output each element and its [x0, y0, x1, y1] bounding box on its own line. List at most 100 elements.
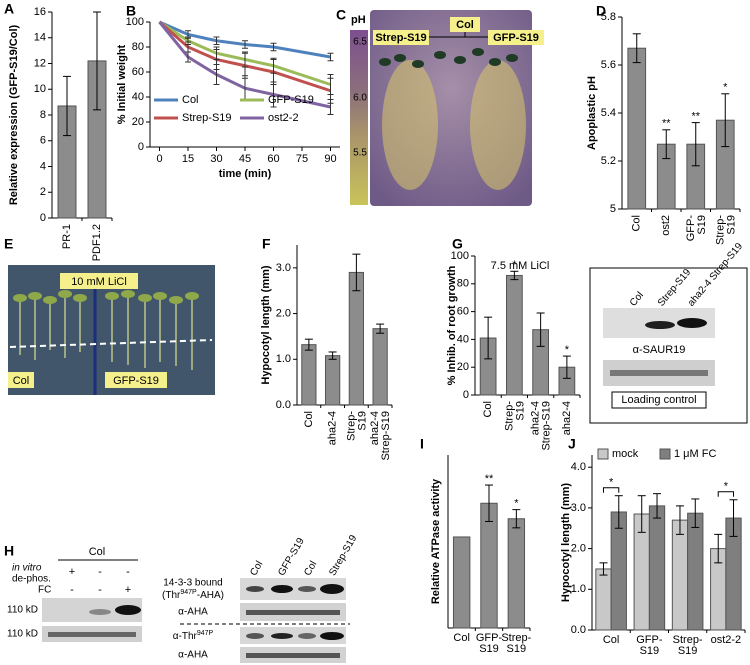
blot	[240, 627, 346, 644]
band-label: 14-3-3 bound	[163, 578, 223, 589]
significance: *	[514, 498, 519, 510]
label-line: aha2-4	[369, 411, 381, 445]
blot-band	[320, 632, 344, 640]
dashed-line	[9, 339, 213, 348]
significance: **	[662, 118, 671, 130]
label-line: GFP-	[685, 215, 697, 242]
inset-frame	[589, 267, 748, 424]
ph-zone	[382, 60, 438, 190]
y-tick-label: 40	[457, 333, 469, 345]
x-tick-label: GFP-S19	[636, 634, 663, 657]
sign: -	[98, 584, 102, 596]
label-box	[105, 372, 167, 388]
x-tick-label: Col	[603, 634, 620, 646]
y-tick-label: 5	[610, 203, 616, 215]
blot-band	[246, 653, 340, 658]
panel-letter: H	[4, 543, 14, 559]
y-tick-label: 1.0	[571, 583, 586, 595]
seedlings	[379, 48, 518, 68]
legend-label: ost2-2	[268, 112, 299, 124]
bar	[648, 505, 666, 631]
blot-band	[246, 633, 264, 639]
superscript: 947P	[180, 589, 197, 596]
blot-band	[48, 632, 136, 637]
label-line: Strep-S19	[541, 401, 553, 454]
sign: +	[69, 566, 75, 578]
significance: **	[691, 111, 700, 123]
legend-label: mock	[612, 448, 639, 460]
x-tick-label: Col	[631, 215, 643, 232]
significance-bracket	[717, 491, 735, 497]
y-axis-label: % Initial weight	[116, 44, 128, 124]
y-tick-label: 20	[457, 361, 469, 373]
bar	[372, 328, 388, 406]
panel-letter: F	[262, 236, 271, 252]
label-line: GFP-	[636, 634, 663, 646]
blot-band	[115, 605, 141, 615]
row-label: in vitro	[12, 563, 42, 574]
y-tick-label: 60	[457, 306, 469, 318]
sign: -	[98, 566, 102, 578]
row-label: de-phos.	[12, 574, 51, 585]
x-tick-label: Strep-S19	[503, 401, 526, 431]
x-tick-label: 90	[324, 153, 336, 165]
legend-swatch	[659, 448, 671, 460]
y-tick-label: 0.0	[571, 624, 586, 636]
label-line: S19	[479, 643, 499, 655]
y-tick-label: 2.0	[276, 307, 291, 319]
label-part: α-Thr	[173, 631, 198, 642]
y-tick-label: 4.0	[571, 461, 586, 473]
y-axis-label: % Inhib. of root growth	[446, 265, 458, 385]
label-box	[488, 30, 544, 45]
x-axis-label: time (min)	[219, 168, 272, 180]
x-tick-label: aha2-4	[561, 401, 573, 435]
band-label: α-AHA	[178, 607, 208, 618]
x-tick-label: ost2-2	[711, 634, 742, 646]
label-line: S19	[725, 215, 737, 235]
band-label: α-AHA	[178, 650, 208, 661]
label-line: S19	[696, 215, 708, 235]
seedlings	[19, 296, 193, 370]
bar	[671, 519, 689, 631]
x-tick-label: aha2-4 Strep-S19	[530, 401, 553, 454]
size-marker: 110 kD	[7, 605, 38, 616]
label-line: aha2-4	[530, 401, 542, 435]
ph-value: 6.0	[353, 93, 367, 104]
panel-h: H Col in vitro de-phos. + - - FC - - + 1…	[4, 533, 360, 663]
ph-label: pH	[351, 14, 366, 26]
panel-letter: D	[596, 3, 606, 19]
y-tick-label: 0	[463, 389, 469, 401]
x-tick-label: aha2-4 Strep-S19	[369, 411, 392, 464]
panel-letter: I	[420, 436, 424, 452]
y-tick-label: 10	[34, 83, 46, 95]
line	[158, 21, 331, 109]
x-tick-label: Strep-S19	[345, 411, 368, 441]
label-line: GFP-	[476, 632, 503, 644]
legend-swatch	[597, 448, 609, 460]
y-tick-label: 0	[138, 141, 144, 153]
label-part: (Thr	[162, 590, 181, 601]
panel-g-inset: Col Strep-S19 aha2-4 Strep-S19 α-SAUR19 …	[589, 241, 748, 424]
x-tick-label: 30	[210, 153, 222, 165]
label-line: S19	[507, 643, 527, 655]
blot-band	[645, 321, 675, 329]
y-tick-label: 3.0	[276, 262, 291, 274]
blot-band	[246, 586, 264, 592]
genotype-label: GFP-S19	[113, 375, 159, 387]
y-tick-label: 2.0	[571, 543, 586, 555]
x-tick-label: Strep-S19	[714, 215, 737, 245]
label-line: Strep-	[503, 401, 515, 431]
bar	[507, 518, 526, 629]
significance-bracket	[602, 487, 620, 493]
band-label: α-Thr947P	[173, 630, 214, 642]
panel-c: C pH 6.5 6.0 5.5 Strep-S19 Col GFP-S19	[336, 7, 544, 206]
x-tick-label: Col	[303, 411, 315, 428]
y-axis-label: Relative ATPase activity	[430, 478, 442, 604]
y-tick-label: 5.4	[601, 107, 616, 119]
lane-label: Strep-S19	[327, 533, 359, 578]
blot-band	[89, 609, 111, 615]
y-tick-label: 2	[40, 186, 46, 198]
legend-label: 1 μM FC	[674, 448, 716, 460]
y-tick-label: 6	[40, 135, 46, 147]
significance: *	[609, 477, 614, 489]
